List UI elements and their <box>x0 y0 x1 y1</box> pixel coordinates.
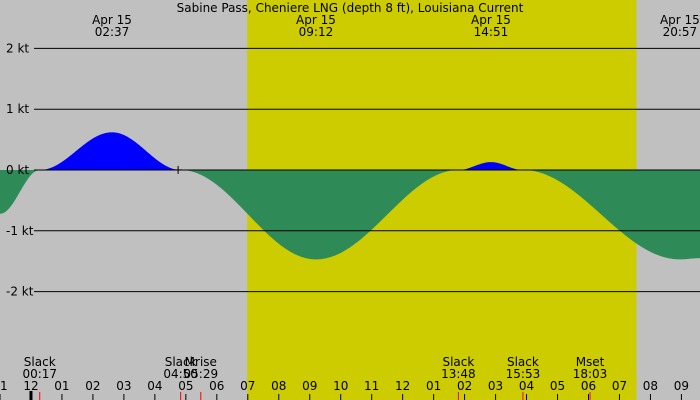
extreme-date-label: Apr 15 <box>471 13 511 27</box>
y-tick-label: 0 kt <box>6 163 29 177</box>
x-tick-label: 09 <box>674 379 689 393</box>
event-time-label: 00:17 <box>22 367 57 381</box>
x-tick-label: 11 <box>364 379 379 393</box>
event-name-label: Mrise <box>185 355 217 369</box>
extreme-date-label: Apr 15 <box>660 13 700 27</box>
chart-title: Sabine Pass, Cheniere LNG (depth 8 ft), … <box>177 1 524 15</box>
x-tick-label: 05 <box>550 379 565 393</box>
current-time-cross <box>174 165 183 174</box>
x-tick-label: 06 <box>581 379 596 393</box>
current-time-marker <box>29 165 183 400</box>
x-tick-label: 01 <box>426 379 441 393</box>
y-tick-label: 2 kt <box>6 41 29 55</box>
event-name-label: Slack <box>165 355 197 369</box>
extreme-date-label: Apr 15 <box>92 13 132 27</box>
event-labels: Slack00:17Slack04:50Mrise05:29Slack13:48… <box>22 355 607 400</box>
x-tick-label: 02 <box>85 379 100 393</box>
x-tick-label: 05 <box>178 379 193 393</box>
extreme-time-label: 09:12 <box>299 25 334 39</box>
x-tick-label: 12 <box>23 379 38 393</box>
extreme-date-label: Apr 15 <box>296 13 336 27</box>
x-tick-label: 03 <box>488 379 503 393</box>
event-name-label: Slack <box>24 355 56 369</box>
event-time-label: 04:50 <box>163 367 198 381</box>
event-time-label: 15:53 <box>506 367 541 381</box>
event-name-label: Slack <box>507 355 539 369</box>
x-tick-label: 03 <box>116 379 131 393</box>
y-tick-label: -1 kt <box>6 224 34 238</box>
event-time-label: 13:48 <box>441 367 476 381</box>
event-time-label: 05:29 <box>184 367 219 381</box>
x-tick-label: 02 <box>457 379 472 393</box>
ebb-current-area <box>0 170 700 260</box>
extreme-time-label: 02:37 <box>95 25 130 39</box>
event-name-label: Mset <box>576 355 605 369</box>
x-tick-label: 07 <box>612 379 627 393</box>
extreme-time-label: 20:57 <box>663 25 698 39</box>
event-name-label: Slack <box>442 355 474 369</box>
y-tick-label: -2 kt <box>6 285 34 299</box>
x-tick-label: 12 <box>395 379 410 393</box>
x-tick-label: 08 <box>271 379 286 393</box>
x-tick-label: 07 <box>240 379 255 393</box>
x-tick-label: 08 <box>643 379 658 393</box>
flood-current-area <box>0 132 700 170</box>
x-tick-label: 04 <box>147 379 162 393</box>
x-tick-label: 10 <box>333 379 348 393</box>
x-tick-label: 01 <box>54 379 69 393</box>
x-tick-label: 06 <box>209 379 224 393</box>
y-grid: 2 kt 1 kt 0 kt -1 kt -2 kt <box>6 41 700 299</box>
x-tick-label: 09 <box>302 379 317 393</box>
y-tick-label: 1 kt <box>6 102 29 116</box>
midnight-marker <box>29 391 33 400</box>
x-axis-ticks: 11 12 01 02 03 04 05 06 07 08 09 10 11 12 01 02 03 04 05 06… <box>0 379 689 400</box>
x-tick-label: 11 <box>0 379 8 393</box>
x-tick-label: 04 <box>519 379 534 393</box>
extreme-time-label: 14:51 <box>474 25 509 39</box>
event-time-label: 18:03 <box>573 367 608 381</box>
current-area <box>0 132 700 260</box>
